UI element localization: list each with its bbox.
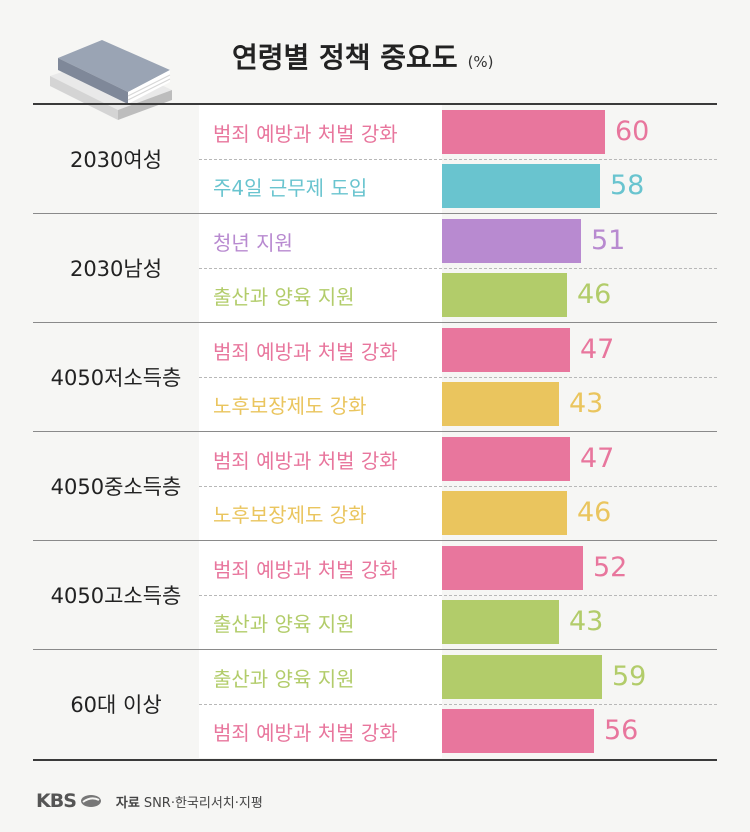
title-area: 연령별 정책 중요도 (%) — [232, 36, 494, 76]
group: 4050중소득층 범죄 예방과 처벌 강화 47 노후보장제도 강화 46 — [33, 432, 717, 541]
bar-value-label: 58 — [610, 170, 645, 201]
bar — [442, 546, 583, 590]
bar-label: 청년 지원 — [199, 214, 442, 268]
row-divider — [199, 595, 717, 596]
bar-value-label: 47 — [580, 443, 615, 474]
row-divider — [199, 159, 717, 160]
bar-label: 출산과 양육 지원 — [199, 268, 442, 322]
group: 60대 이상 출산과 양육 지원 59 범죄 예방과 처벌 강화 56 — [33, 650, 717, 759]
bar-row: 청년 지원 51 — [199, 214, 717, 268]
bar-value-label: 51 — [591, 225, 626, 256]
bar-row: 출산과 양육 지원 43 — [199, 595, 717, 649]
source-label: 자료 — [115, 795, 140, 811]
bar-row: 범죄 예방과 처벌 강화 47 — [199, 323, 717, 377]
row-divider — [199, 486, 717, 487]
bar-row: 주4일 근무제 도입 58 — [199, 159, 717, 213]
bar — [442, 437, 570, 481]
bar-value-label: 43 — [569, 388, 604, 419]
group-label: 4050저소득층 — [50, 366, 182, 390]
source-text: SNR·한국리서치·지평 — [143, 795, 263, 811]
kbs-symbol-icon — [80, 795, 101, 807]
bar-label: 범죄 예방과 처벌 강화 — [199, 323, 442, 377]
row-divider — [199, 377, 717, 378]
group-divider — [33, 322, 717, 323]
bar-value-label: 56 — [604, 715, 639, 746]
group-label: 2030여성 — [69, 148, 163, 172]
bar-label: 범죄 예방과 처벌 강화 — [199, 704, 442, 758]
bar-label: 출산과 양육 지원 — [199, 650, 442, 704]
group-label: 2030남성 — [69, 257, 163, 281]
group: 2030여성 범죄 예방과 처벌 강화 60 주4일 근무제 도입 58 — [33, 105, 717, 214]
bar-label: 노후보장제도 강화 — [199, 377, 442, 431]
bottom-divider — [33, 759, 717, 761]
group: 4050저소득층 범죄 예방과 처벌 강화 47 노후보장제도 강화 43 — [33, 323, 717, 432]
bar-label: 노후보장제도 강화 — [199, 486, 442, 540]
bar-row: 범죄 예방과 처벌 강화 56 — [199, 704, 717, 758]
bar-value-label: 59 — [612, 661, 647, 692]
bar-row: 노후보장제도 강화 43 — [199, 377, 717, 431]
bar-row: 노후보장제도 강화 46 — [199, 486, 717, 540]
group-divider — [33, 431, 717, 432]
bar-label: 범죄 예방과 처벌 강화 — [199, 432, 442, 486]
group-divider — [33, 213, 717, 214]
bar — [442, 709, 594, 753]
bar — [442, 164, 600, 208]
bar-value-label: 43 — [569, 606, 604, 637]
bar — [442, 491, 567, 535]
bar-row: 범죄 예방과 처벌 강화 52 — [199, 541, 717, 595]
books-icon — [50, 40, 172, 120]
header: 연령별 정책 중요도 (%) — [0, 0, 750, 120]
brand-logo: KBS — [36, 790, 77, 812]
row-divider — [199, 268, 717, 269]
footer: KBS 자료 SNR·한국리서치·지평 — [36, 790, 263, 812]
bar-row: 범죄 예방과 처벌 강화 47 — [199, 432, 717, 486]
group: 2030남성 청년 지원 51 출산과 양육 지원 46 — [33, 214, 717, 323]
row-divider — [199, 704, 717, 705]
bar — [442, 382, 559, 426]
bar-value-label: 60 — [615, 116, 650, 147]
group: 4050고소득층 범죄 예방과 처벌 강화 52 출산과 양육 지원 43 — [33, 541, 717, 650]
bar-value-label: 46 — [577, 497, 612, 528]
group-label: 4050고소득층 — [50, 584, 182, 608]
chart-table: 2030여성 범죄 예방과 처벌 강화 60 주4일 근무제 도입 58 2030남성 청년… — [33, 105, 717, 759]
chart-title: 연령별 정책 중요도 — [232, 41, 458, 74]
group-label: 60대 이상 — [70, 693, 162, 717]
bar-row: 범죄 예방과 처벌 강화 60 — [199, 105, 717, 159]
bar — [442, 110, 605, 154]
unit-label: (%) — [467, 53, 494, 71]
bar-label: 주4일 근무제 도입 — [199, 159, 442, 213]
bar-row: 출산과 양육 지원 59 — [199, 650, 717, 704]
bar — [442, 273, 567, 317]
top-divider — [33, 103, 717, 105]
bar-label: 범죄 예방과 처벌 강화 — [199, 105, 442, 159]
group-divider — [33, 649, 717, 650]
group-label: 4050중소득층 — [50, 475, 182, 499]
bar-value-label: 47 — [580, 334, 615, 365]
group-divider — [33, 540, 717, 541]
bar-label: 출산과 양육 지원 — [199, 595, 442, 649]
bar — [442, 219, 581, 263]
bar-row: 출산과 양육 지원 46 — [199, 268, 717, 322]
bar-value-label: 52 — [593, 552, 628, 583]
bar-value-label: 46 — [577, 279, 612, 310]
bar-label: 범죄 예방과 처벌 강화 — [199, 541, 442, 595]
bar — [442, 328, 570, 372]
bar — [442, 600, 559, 644]
bar — [442, 655, 602, 699]
